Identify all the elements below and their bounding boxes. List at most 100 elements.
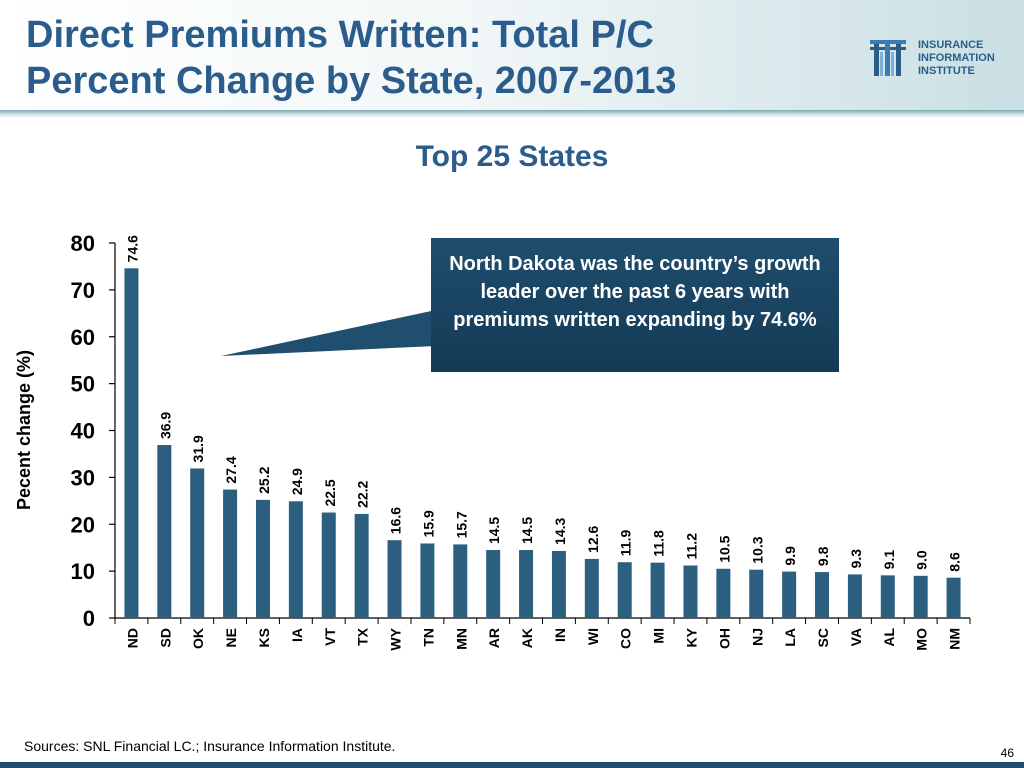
value-label: 25.2 — [256, 466, 272, 493]
bar-nm — [946, 577, 961, 618]
y-tick-label: 10 — [71, 559, 95, 584]
category-label: WY — [388, 627, 404, 650]
y-tick-label: 50 — [71, 372, 95, 397]
logo-line-2: INFORMATION — [918, 52, 995, 64]
y-tick-label: 40 — [71, 419, 95, 444]
bar-mn — [453, 544, 468, 618]
logo-line-3: INSTITUTE — [918, 65, 975, 77]
callout-pointer — [221, 310, 436, 356]
value-label: 9.9 — [782, 546, 798, 566]
category-label: AK — [519, 628, 535, 648]
logo-mark-icon — [870, 40, 906, 76]
value-label: 9.8 — [815, 546, 831, 566]
category-label: IA — [289, 628, 305, 642]
category-label: OH — [716, 628, 732, 649]
value-label: 16.6 — [388, 507, 404, 534]
category-label: MI — [651, 628, 667, 644]
value-label: 9.0 — [914, 550, 930, 570]
bar-co — [617, 562, 632, 618]
value-label: 22.5 — [322, 479, 338, 506]
value-label: 11.9 — [618, 530, 634, 557]
category-label: AR — [486, 628, 502, 648]
bar-mo — [913, 575, 928, 618]
category-label: CO — [618, 628, 634, 649]
bar-al — [880, 575, 895, 618]
bar-la — [782, 571, 797, 618]
y-tick-label: 0 — [83, 606, 95, 631]
y-tick-label: 30 — [71, 465, 95, 490]
bar-tn — [420, 543, 435, 618]
chart-labels: 74.6 ND 36.9 SD 31.9 OK 27.4 NE 25.2 KS 24.9 IA 22.5… — [124, 235, 962, 651]
bar-in — [551, 550, 566, 618]
value-label: 74.6 — [124, 235, 140, 262]
category-label: ND — [124, 628, 140, 648]
y-tick-label: 20 — [71, 512, 95, 537]
y-axis-title: Pecent change (%) — [14, 350, 34, 510]
category-label: MO — [914, 628, 930, 651]
slide-title: Direct Premiums Written: Total P/C Perce… — [26, 12, 846, 104]
category-label: NJ — [749, 628, 765, 646]
value-label: 24.9 — [289, 468, 305, 495]
y-tick-label: 80 — [71, 231, 95, 256]
bar-ar — [486, 550, 501, 618]
bar-ne — [223, 489, 238, 618]
bar-va — [847, 574, 862, 618]
value-label: 22.2 — [355, 480, 371, 507]
bar-vt — [321, 512, 336, 618]
category-label: SD — [157, 628, 173, 647]
bar-ia — [288, 501, 303, 618]
bar-wi — [584, 558, 599, 618]
header-band — [0, 0, 1024, 112]
bar-sd — [157, 445, 172, 618]
value-label: 11.8 — [651, 530, 667, 557]
sources-note: Sources: SNL Financial LC.; Insurance In… — [24, 738, 396, 754]
value-label: 14.5 — [519, 517, 535, 544]
footer-bar — [0, 762, 1024, 768]
bar-nd — [124, 268, 139, 618]
bar-mi — [650, 562, 665, 618]
category-label: OK — [190, 628, 206, 649]
bar-nj — [749, 569, 764, 618]
logo-line-1: INSURANCE — [918, 39, 984, 51]
y-tick-label: 70 — [71, 278, 95, 303]
category-label: MN — [453, 628, 469, 650]
bar-oh — [716, 568, 731, 618]
y-tick-label: 60 — [71, 325, 95, 350]
category-label: KS — [256, 628, 272, 647]
category-label: WI — [585, 628, 601, 645]
value-label: 27.4 — [223, 456, 239, 483]
value-label: 14.3 — [552, 518, 568, 545]
category-label: VT — [322, 628, 338, 646]
bar-sc — [815, 572, 830, 618]
bar-ok — [190, 468, 205, 618]
category-label: LA — [782, 628, 798, 647]
bar-ky — [683, 565, 698, 618]
value-label: 15.7 — [453, 511, 469, 538]
category-label: SC — [815, 628, 831, 647]
category-label: NE — [223, 628, 239, 647]
value-label: 15.9 — [420, 510, 436, 537]
bar-ks — [255, 499, 270, 618]
value-label: 31.9 — [190, 435, 206, 462]
header-divider — [0, 110, 1024, 118]
insurance-information-institute-logo: INSURANCE INFORMATION INSTITUTE — [868, 38, 1018, 82]
category-label: VA — [848, 628, 864, 646]
value-label: 36.9 — [157, 412, 173, 439]
page-number: 46 — [1000, 746, 1014, 760]
logo-wordmark: INSURANCE INFORMATION INSTITUTE — [918, 39, 995, 78]
value-label: 14.5 — [486, 517, 502, 544]
category-label: KY — [683, 627, 699, 647]
value-label: 10.5 — [716, 535, 732, 562]
bar-wy — [387, 540, 402, 618]
bar-tx — [354, 513, 369, 618]
value-label: 9.1 — [881, 550, 897, 570]
category-label: TX — [355, 627, 371, 646]
chart-bars — [124, 268, 961, 618]
value-label: 9.3 — [848, 549, 864, 569]
callout-box: North Dakota was the country’s growth le… — [431, 238, 839, 372]
category-label: AL — [881, 628, 897, 647]
category-label: IN — [552, 628, 568, 642]
value-label: 8.6 — [947, 552, 963, 572]
bar-ak — [519, 550, 534, 618]
